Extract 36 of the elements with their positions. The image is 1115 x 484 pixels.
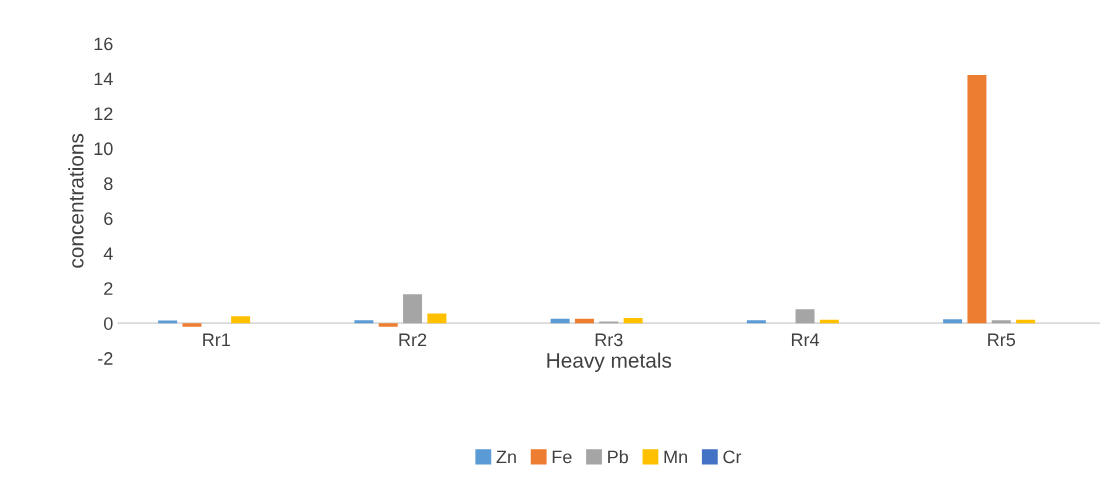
x-tick-label: Rr1	[203, 333, 230, 347]
x-tick-label: Rr2	[399, 333, 427, 347]
legend-label: Mn	[664, 450, 687, 464]
x-tick-label: Rr4	[791, 333, 820, 347]
bar	[574, 318, 594, 324]
x-tick-label: Rr3	[595, 333, 623, 347]
legend-label: Cr	[723, 450, 742, 464]
bar	[427, 313, 447, 324]
bar	[378, 323, 398, 327]
y-tick-label: -2	[98, 352, 113, 365]
bar	[967, 75, 987, 324]
bar	[403, 294, 423, 324]
y-tick-label: 14	[94, 72, 113, 86]
y-axis-title: concentrations	[68, 133, 84, 268]
x-tick-label: Rr5	[988, 333, 1016, 347]
y-tick-label: 4	[103, 247, 113, 260]
bar	[354, 320, 374, 324]
y-tick-label: 8	[104, 177, 113, 191]
y-tick-label: 12	[94, 107, 113, 121]
y-tick-label: 0	[103, 317, 113, 330]
x-axis-title: Heavy metals	[547, 352, 672, 372]
bar	[746, 320, 766, 324]
bar	[991, 320, 1011, 324]
y-tick-label: 6	[104, 212, 113, 226]
bar	[623, 317, 643, 324]
legend-label: Fe	[552, 450, 572, 464]
bar	[795, 309, 815, 324]
y-tick-label: 2	[104, 282, 113, 295]
legend-label: Pb	[608, 450, 629, 464]
y-tick-label: 10	[94, 142, 113, 156]
bar	[182, 323, 202, 327]
y-tick-label: 16	[94, 37, 113, 51]
legend-label: Zn	[496, 450, 516, 464]
bar	[231, 316, 251, 324]
bar	[550, 318, 570, 324]
bar	[943, 319, 963, 324]
